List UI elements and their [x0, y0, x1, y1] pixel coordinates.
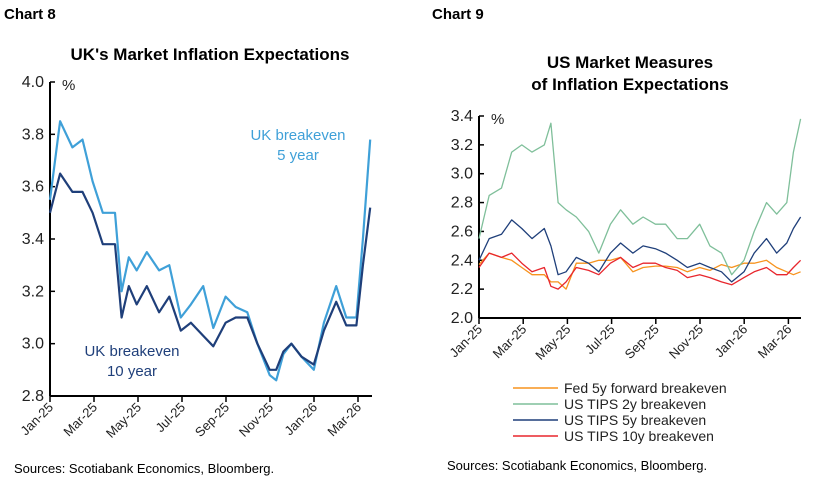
y-tick-label: 3.8: [22, 126, 44, 143]
chart-9-title-line-1: US Market Measures: [546, 53, 714, 72]
y-tick-label: 3.6: [22, 179, 44, 196]
x-tick-label: May-25: [532, 322, 573, 363]
x-tick-label: Jan-26: [712, 322, 751, 361]
annotation-5y-line2: 5 year: [277, 147, 319, 164]
y-tick-label: 2.8: [451, 195, 473, 212]
x-tick-label: Jan-25: [446, 322, 485, 361]
x-tick-label: Sep-25: [192, 400, 232, 440]
y-tick-label: 3.0: [451, 166, 473, 183]
y-tick-label: 4.0: [22, 74, 44, 91]
x-tick-label: Jan-25: [17, 400, 56, 439]
chart-9-source: Sources: Scotiabank Economics, Bloomberg…: [447, 458, 708, 473]
x-tick-label: Mar-25: [490, 322, 530, 362]
y-tick-label: 3.4: [22, 231, 44, 248]
series-line-1: [48, 172, 372, 371]
x-tick-label: Sep-25: [622, 322, 662, 362]
x-tick-label: Mar-26: [324, 400, 364, 440]
series-line-0: [478, 252, 801, 290]
y-tick-label: 2.8: [22, 388, 44, 405]
chart-9-title: US Market Measures of Inflation Expectat…: [450, 52, 810, 96]
series-line-3: [478, 252, 802, 290]
y-tick-label: 3.0: [22, 336, 44, 353]
x-tick-label: Jul-25: [152, 400, 188, 436]
y-tick-label: 3.2: [22, 283, 44, 300]
x-tick-label: Mar-26: [755, 322, 795, 362]
y-tick-label: 2.6: [451, 223, 473, 240]
chart-8-source: Sources: Scotiabank Economics, Bloomberg…: [14, 461, 275, 476]
y-tick-label: 2.0: [451, 310, 473, 327]
chart-9-label: Chart 9: [432, 6, 484, 23]
series-line-1: [478, 118, 802, 276]
y-tick-label: 2.4: [451, 252, 473, 269]
x-tick-label: Jul-25: [582, 322, 618, 358]
legend-label-0: Fed 5y forward breakeven: [564, 380, 727, 396]
y-tick-label: 3.2: [451, 137, 473, 154]
annotation-10y-line2: 10 year: [107, 363, 157, 380]
legend-label-2: US TIPS 5y breakeven: [564, 412, 706, 428]
annotation-10y-line1: UK breakeven: [84, 343, 179, 360]
y-tick-label: 3.4: [451, 108, 473, 125]
x-tick-label: Nov-25: [236, 400, 276, 440]
chart-9-title-line-2: of Inflation Expectations: [531, 75, 729, 94]
chart-8-label: Chart 8: [4, 6, 56, 23]
y-unit-label: %: [62, 77, 75, 94]
y-tick-label: 2.2: [451, 281, 473, 298]
annotation-5y-line1: UK breakeven: [250, 127, 345, 144]
legend-label-1: US TIPS 2y breakeven: [564, 396, 706, 412]
series-line-2: [478, 216, 802, 283]
y-unit-label: %: [491, 111, 504, 128]
x-tick-label: Nov-25: [666, 322, 706, 362]
chart-8-title: UK's Market Inflation Expectations: [70, 45, 350, 64]
legend-label-3: US TIPS 10y breakeven: [564, 428, 714, 444]
x-tick-label: May-25: [103, 400, 144, 441]
x-tick-label: Mar-25: [60, 400, 100, 440]
x-tick-label: Jan-26: [281, 400, 320, 439]
